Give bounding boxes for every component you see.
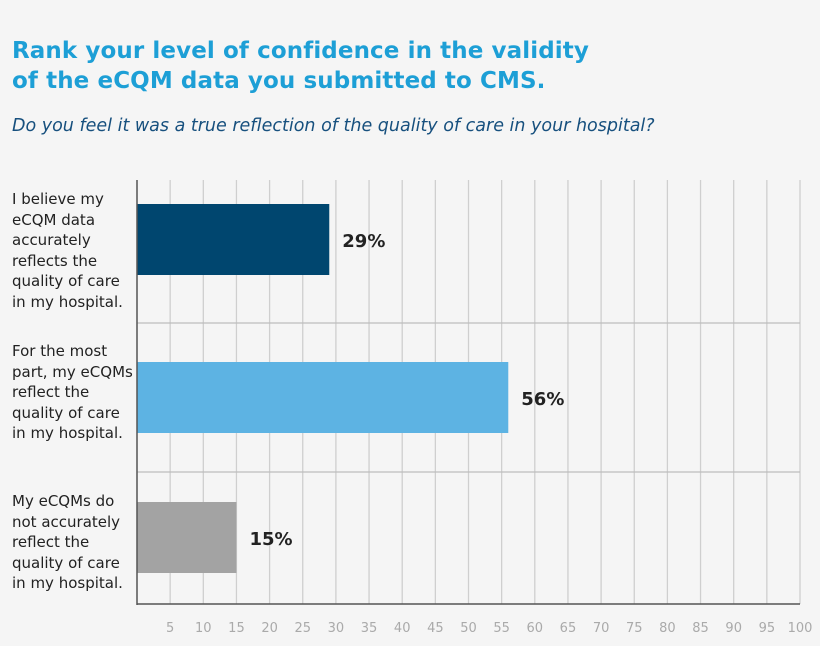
x-tick-label: 15: [228, 621, 245, 636]
x-tick-label: 35: [361, 621, 378, 636]
x-tick-label: 10: [195, 621, 212, 636]
title-line-2: of the eCQM data you submitted to CMS.: [12, 68, 546, 94]
x-tick-label: 90: [725, 621, 742, 636]
x-tick-label: 60: [527, 621, 544, 636]
category-label-2: For the most part, my eCQMs reflect the …: [12, 342, 133, 442]
x-tick-label: 100: [788, 621, 813, 636]
x-tick-label: 65: [560, 621, 577, 636]
category-label-1: I believe my eCQM data accurately reflec…: [12, 190, 123, 311]
x-tick-label: 40: [394, 621, 411, 636]
x-tick-label: 75: [626, 621, 643, 636]
x-tick-label: 50: [460, 621, 477, 636]
bar-2: [137, 362, 509, 433]
x-tick-label: 20: [261, 621, 278, 636]
bar-3: [137, 502, 237, 573]
category-label-3: My eCQMs do not accurately reflect the q…: [12, 492, 123, 592]
data-label-2: 56%: [521, 389, 564, 410]
x-tick-label: 30: [328, 621, 345, 636]
bar-1: [137, 204, 330, 275]
x-tick-label: 5: [166, 621, 174, 636]
x-tick-label: 55: [493, 621, 510, 636]
data-label-1: 29%: [342, 231, 385, 252]
chart-subtitle: Do you feel it was a true reflection of …: [12, 116, 655, 136]
chart-title: Rank your level of confidence in the val…: [12, 36, 589, 96]
x-tick-label: 70: [593, 621, 610, 636]
title-line-1: Rank your level of confidence in the val…: [12, 38, 589, 64]
x-tick-label: 80: [659, 621, 676, 636]
x-tick-label: 45: [427, 621, 444, 636]
x-tick-label: 85: [692, 621, 709, 636]
data-label-3: 15%: [249, 529, 292, 550]
x-tick-label: 95: [759, 621, 776, 636]
x-tick-label: 25: [294, 621, 311, 636]
